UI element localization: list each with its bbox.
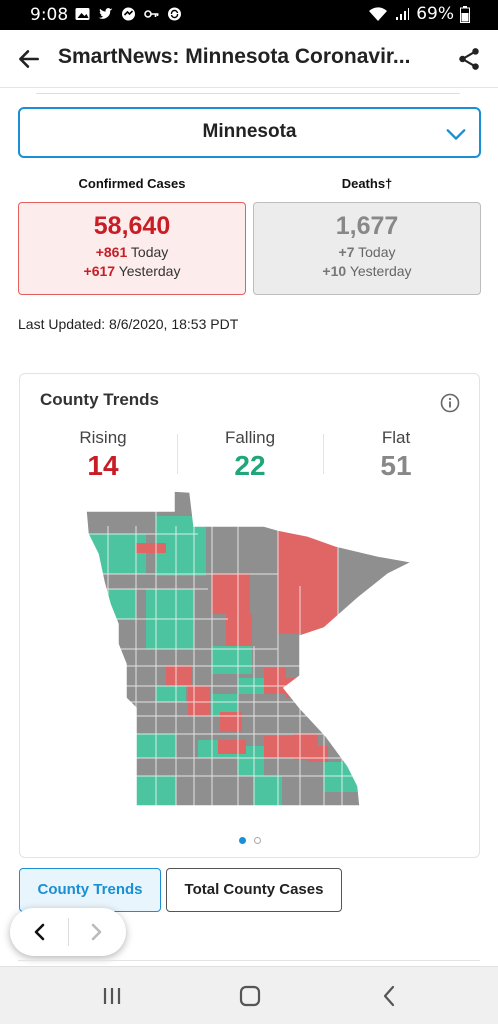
falling-count: 22 [234,450,266,481]
divider [36,88,460,94]
status-right: 69% [368,4,470,24]
falling-label: Falling [224,428,276,447]
key-icon [144,10,159,18]
county-falling [146,619,194,649]
county-rising [226,614,252,646]
recents-icon[interactable] [100,984,124,1008]
chevron-left-icon[interactable] [28,920,52,944]
signal-icon [396,8,410,20]
confirmed-today: +861 Today [19,244,245,260]
back-arrow-icon[interactable] [16,46,42,72]
confirmed-today-value: +861 [95,244,128,260]
home-icon[interactable] [238,984,262,1008]
carousel-dot-active[interactable] [238,837,246,844]
card-title: County Trends [40,390,160,409]
deaths-yesterday: +10 Yesterday [254,263,480,279]
county-rising [212,574,250,614]
confirmed-yesterday: +617 Yesterday [19,263,245,279]
county-falling [156,686,186,702]
trend-divider [177,434,178,474]
county-rising [218,740,246,754]
county-rising [308,746,328,762]
image-notification-icon [75,8,90,20]
wifi-icon [369,7,388,21]
county-rising [188,686,210,716]
deaths-total: 1,677 [335,212,399,240]
status-time: 9:08 [30,5,69,25]
county-falling [254,776,282,806]
county-falling [146,589,194,619]
battery-percent: 69% [416,4,454,24]
notification-icons [74,6,183,22]
app-bar: SmartNews: Minnesota Coronavir... [0,30,498,88]
system-nav-bar [0,966,498,1024]
state-dropdown-value: Minnesota [202,121,297,142]
deaths-box: 1,677 +7 Today +10 Yesterday [253,202,481,295]
deaths-heading: Deaths† [341,176,393,191]
county-falling [212,694,238,716]
tab-county-trends[interactable]: County Trends [19,868,161,912]
county-rising [264,668,286,694]
county-falling [212,646,252,674]
deaths-today-label: Today [358,244,396,260]
confirmed-yesterday-label: Yesterday [118,263,181,279]
info-icon[interactable] [440,393,460,413]
minnesota-county-map[interactable] [78,486,418,826]
state-dropdown[interactable]: Minnesota [18,107,481,158]
trend-divider [323,434,324,474]
deaths-yesterday-value: +10 [322,263,347,279]
deaths-today: +7 Today [254,244,480,260]
share-icon[interactable] [456,46,482,72]
carousel-indicator [20,837,479,844]
chevron-down-icon [446,129,466,140]
twitter-icon [98,8,113,19]
confirmed-today-label: Today [130,244,169,260]
chevron-right-icon[interactable] [84,920,108,944]
rising-count: 14 [87,450,119,481]
flat-label: Flat [381,428,411,447]
page-title: SmartNews: Minnesota Coronavir... [58,45,411,68]
confirmed-total: 58,640 [93,212,171,240]
county-rising [282,614,316,634]
trend-falling: Falling 22 [175,428,325,482]
deaths-yesterday-label: Yesterday [349,263,412,279]
county-rising [264,736,294,758]
trend-rising: Rising 14 [28,428,178,482]
sync-icon [168,7,181,21]
tab-total-county-cases[interactable]: Total County Cases [166,868,342,912]
next-card-peek [18,960,480,968]
status-bar: 9:08 69% [0,0,498,30]
county-rising [220,712,242,732]
county-falling [86,534,146,574]
trend-flat: Flat 51 [321,428,471,482]
battery-icon [460,5,470,23]
page-navigation [10,908,126,956]
nav-back-icon[interactable] [378,984,402,1008]
county-rising [166,666,192,686]
confirmed-heading: Confirmed Cases [78,176,186,191]
deaths-today-value: +7 [338,244,355,260]
last-updated: Last Updated: 8/6/2020, 18:53 PDT [18,316,239,332]
confirmed-yesterday-value: +617 [83,263,116,279]
county-trends-card[interactable]: County Trends Rising 14 Falling 22 Flat … [19,373,480,858]
carousel-dot[interactable] [253,837,261,844]
rising-label: Rising [79,428,127,447]
county-falling [108,589,136,619]
confirmed-cases-box: 58,640 +861 Today +617 Yesterday [18,202,246,295]
flat-count: 51 [380,450,412,481]
county-borders [86,491,360,806]
county-rising [136,543,166,553]
pager-divider [68,918,69,946]
news-icon [122,7,135,21]
